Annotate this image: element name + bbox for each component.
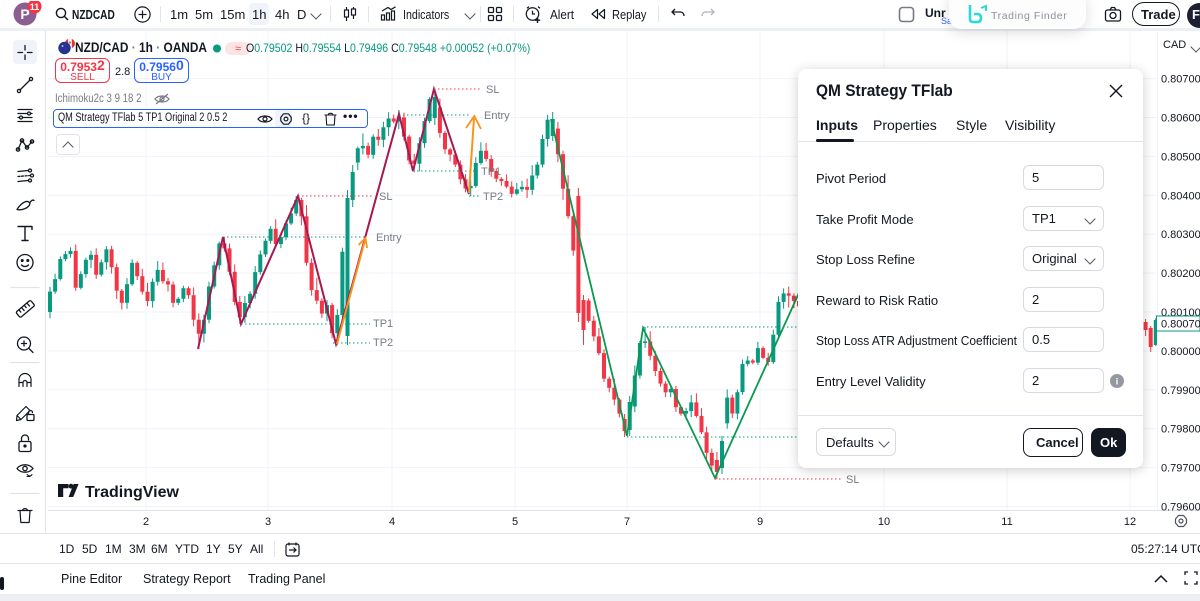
svg-text:0.79900: 0.79900 bbox=[1161, 385, 1200, 397]
svg-text:SL: SL bbox=[846, 474, 859, 486]
svg-text:0.79800: 0.79800 bbox=[1161, 424, 1200, 436]
svg-text:0.79700: 0.79700 bbox=[1161, 463, 1200, 475]
svg-text:SL: SL bbox=[486, 84, 499, 96]
svg-text:0.80600: 0.80600 bbox=[1161, 113, 1200, 125]
svg-text:10: 10 bbox=[878, 516, 890, 528]
svg-text:11: 11 bbox=[1001, 516, 1012, 528]
svg-text:0.80000: 0.80000 bbox=[1161, 346, 1200, 358]
svg-text:P: P bbox=[20, 6, 29, 22]
svg-text:7: 7 bbox=[624, 516, 630, 528]
svg-text:0.79600: 0.79600 bbox=[1161, 502, 1200, 514]
svg-text:≈: ≈ bbox=[235, 43, 241, 55]
svg-text:9: 9 bbox=[757, 516, 763, 528]
svg-text:0.80200: 0.80200 bbox=[1161, 268, 1200, 280]
svg-text:12: 12 bbox=[1124, 516, 1136, 528]
svg-text:0.80070: 0.80070 bbox=[1161, 319, 1200, 331]
svg-text:2: 2 bbox=[143, 516, 149, 528]
svg-text:TP2: TP2 bbox=[483, 191, 503, 203]
svg-text:Entry: Entry bbox=[484, 110, 510, 122]
svg-text:TP1: TP1 bbox=[481, 166, 501, 178]
svg-text:3: 3 bbox=[265, 516, 271, 528]
svg-text:0.80400: 0.80400 bbox=[1161, 190, 1200, 202]
svg-text:5: 5 bbox=[512, 516, 518, 528]
svg-text:Entry: Entry bbox=[376, 232, 402, 244]
svg-text:TP1: TP1 bbox=[373, 318, 393, 330]
svg-text:11: 11 bbox=[30, 2, 40, 12]
svg-text:TP2: TP2 bbox=[373, 337, 393, 349]
svg-text:i: i bbox=[1116, 377, 1119, 387]
svg-text:4: 4 bbox=[389, 516, 395, 528]
svg-text:0.80700: 0.80700 bbox=[1161, 74, 1200, 86]
svg-text:0.80500: 0.80500 bbox=[1161, 151, 1200, 163]
svg-text:0.80300: 0.80300 bbox=[1161, 229, 1200, 241]
svg-text:SL: SL bbox=[379, 191, 392, 203]
